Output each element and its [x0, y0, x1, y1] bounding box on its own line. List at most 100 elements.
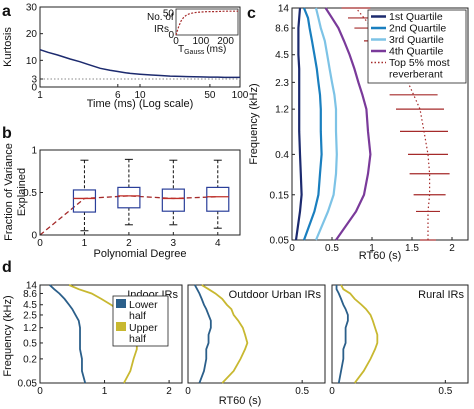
- panel-c-xtick-label: 0: [289, 243, 295, 254]
- legend-swatch-upper: [116, 322, 126, 331]
- panel-d-series-line: [49, 284, 87, 384]
- panel-b-xtick-label: 0: [37, 238, 43, 249]
- panel-c-xtick-label: 1.5: [405, 243, 419, 254]
- panel-a-xtick-label: 1: [37, 90, 43, 101]
- box-body: [206, 186, 230, 212]
- panel-label-d: d: [2, 259, 12, 276]
- panel-d-legend-label: Lower: [129, 299, 158, 311]
- panel-a-ytick-label: 3: [31, 75, 37, 86]
- inset-xlabel-main: T: [178, 44, 184, 55]
- panel-d-xtick-label: 0: [329, 386, 335, 397]
- panel-d-series-line: [194, 284, 212, 384]
- panel-b-ylabel-bottom: Explained: [16, 168, 28, 216]
- legend-swatch-lower: [116, 299, 126, 308]
- inset-ylabel-bottom: IRs: [154, 24, 169, 35]
- panel-a-ylabel: Kurtosis: [2, 27, 14, 67]
- legend-entry-label: Top 5% most: [389, 57, 450, 69]
- panel-d-legend-label: half: [129, 310, 146, 322]
- inset-ytick-label: 50: [163, 8, 175, 19]
- panel-d-series-line: [340, 284, 379, 384]
- legend-entry-label: reverberant: [389, 69, 443, 81]
- legend-entry-label: 2nd Quartile: [389, 23, 446, 35]
- rt60-series-line: [294, 7, 303, 241]
- panel-d-ytick-label: 4.5: [23, 300, 37, 311]
- inset-line: [175, 10, 238, 36]
- panel-c-chart: 0 0.5 1 1.5 2 0.05 0.15 0.4 1.2 2.3 4.5 8.6 14 RT60 …: [248, 4, 469, 262]
- panel-a-xtick-label: 50: [204, 90, 216, 101]
- panel-d-legend-label: half: [129, 333, 146, 345]
- panel-d-xtick-label: 0: [37, 386, 43, 397]
- panel-c-frame: [291, 7, 469, 241]
- panel-d-ytick-label: 14: [26, 281, 38, 292]
- inset-xlabel-unit: (ms): [206, 44, 226, 55]
- panel-d-subplot-frame: [187, 284, 326, 384]
- panel-a-ytick-label: 20: [26, 29, 38, 40]
- panel-d-xtick-label: 0.5: [295, 386, 309, 397]
- panel-c-legend-box: [367, 9, 467, 84]
- panel-a-xtick-label: 100: [232, 90, 249, 101]
- legend-entry-label: 4th Quartile: [389, 46, 443, 58]
- panel-d-xtick-label: 0.5: [438, 386, 452, 397]
- rt60-series-line: [314, 7, 338, 241]
- panel-c-ytick-label: 8.6: [275, 24, 289, 35]
- panel-d-xlabel: RT60 (s): [219, 395, 262, 407]
- panel-d-subplot-title: Outdoor Urban IRs: [229, 289, 322, 301]
- panel-b-ytick-label: 0: [31, 231, 37, 242]
- panel-d-series-line: [335, 285, 349, 384]
- kurtosis-line: [39, 48, 240, 79]
- panel-d-xtick-label: 1: [102, 386, 108, 397]
- inset-xlabel-sub: Gauss: [184, 49, 205, 56]
- panel-a-ytick-label: 0: [31, 83, 37, 94]
- panel-label-c: c: [247, 5, 256, 22]
- panel-d-ytick-label: 0.2: [23, 354, 37, 365]
- panel-d-series-line: [201, 284, 249, 384]
- panel-a-ytick-label: 30: [26, 3, 38, 14]
- panel-d-xtick-label: 0: [185, 386, 191, 397]
- inset-xtick-label: 100: [192, 36, 209, 47]
- legend-entry-label: 1st Quartile: [389, 11, 443, 23]
- panel-c-ytick-label: 4.5: [275, 50, 289, 61]
- panel-b-ytick-label: 0.5: [23, 188, 37, 199]
- panel-c-ylabel: Frequency (kHz): [248, 83, 260, 164]
- rt60-series-line: [302, 7, 323, 241]
- panel-c-ytick-label: 0.15: [270, 190, 290, 201]
- panel-c-ytick-label: 0.4: [275, 150, 289, 161]
- panel-c-xtick-label: 1: [369, 243, 375, 254]
- panel-d-ytick-label: 8.6: [23, 289, 37, 300]
- panel-c-ytick-label: 2.3: [275, 78, 289, 89]
- panel-d-subplot-frame: [331, 284, 469, 384]
- panel-c-ytick-label: 14: [278, 4, 290, 15]
- panel-d-xtick-label: 2: [166, 386, 172, 397]
- panel-b-xtick-label: 2: [126, 238, 132, 249]
- legend-entry-label: 3rd Quartile: [389, 34, 444, 46]
- panel-label-b: b: [2, 125, 12, 142]
- panel-d-ytick-label: 0.5: [23, 338, 37, 349]
- inset-xtick-label: 200: [217, 36, 234, 47]
- panel-d-ytick-label: 0.05: [18, 379, 38, 390]
- inset-frame: [175, 8, 239, 36]
- panel-d-subplot-title: Rural IRs: [418, 289, 464, 301]
- box-body: [72, 189, 97, 213]
- panel-a-xtick-label: 10: [134, 90, 146, 101]
- panel-c-ytick-label: 0.05: [270, 236, 290, 247]
- panel-c-ytick-label: 1.2: [275, 105, 289, 116]
- panel-c-xtick-label: 0.5: [325, 243, 339, 254]
- inset-xlabel: TGauss (ms): [178, 44, 226, 56]
- panel-d-subplot-frame: [39, 284, 183, 384]
- panel-b-ytick-label: 1: [31, 146, 37, 157]
- panel-b-ylabel-top: Fraction of Variance: [3, 143, 15, 241]
- rt60-series-line: [324, 7, 372, 241]
- panel-c-xlabel: RT60 (s): [359, 250, 402, 262]
- panel-b-xlabel: Polynomial Degree: [94, 248, 187, 260]
- panel-b-xtick-label: 3: [171, 238, 177, 249]
- variance-trend-line: [39, 195, 218, 236]
- panel-a-xlabel: Time (ms) (Log scale): [87, 98, 194, 110]
- panel-a-xtick-label: 6: [115, 90, 121, 101]
- panel-b-xtick-label: 4: [215, 238, 221, 249]
- panel-d-ytick-label: 2.5: [23, 310, 37, 321]
- inset-ytick-label: 0: [168, 30, 174, 41]
